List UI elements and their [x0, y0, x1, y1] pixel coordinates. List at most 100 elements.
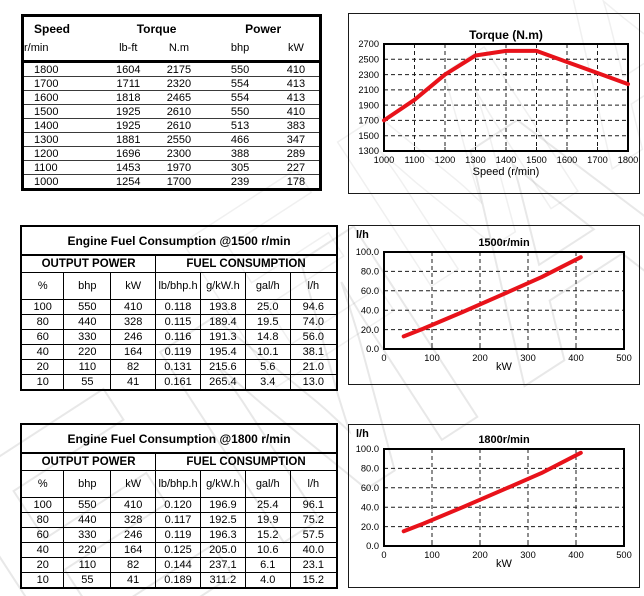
table-cell: 305 [207, 160, 273, 175]
table-cell: 311.2 [199, 572, 246, 589]
table-cell: 110 [63, 557, 112, 573]
table-cell: 1453 [105, 160, 151, 175]
table-row: 60 330 246 0.116 191.3 14.8 56.0 [20, 329, 338, 345]
table-cell: 0.119 [155, 344, 201, 360]
table-cell: 40.0 [289, 542, 338, 558]
unit-label: % [20, 470, 65, 498]
table-cell: 227 [272, 160, 321, 175]
table-cell: 191.3 [199, 329, 246, 345]
table-cell: 10.6 [244, 542, 291, 558]
table-cell: 330 [63, 329, 112, 345]
y-tick-label: 20.0 [361, 522, 379, 532]
y-tick-label: 0.0 [366, 344, 379, 354]
table-row: 80 440 328 0.115 189.4 19.5 74.0 [20, 314, 338, 330]
unit-label: bhp [207, 37, 273, 63]
table-cell: 15.2 [289, 572, 338, 589]
x-tick-label: 1100 [405, 155, 425, 165]
table-cell: 383 [272, 118, 321, 133]
table-cell: 82 [110, 359, 157, 375]
table-cell: 2465 [150, 90, 208, 105]
table-cell: 237.1 [199, 557, 246, 573]
table-cell: 20 [20, 557, 65, 573]
table-cell: 25.0 [244, 299, 291, 315]
table-cell: 0.189 [155, 572, 201, 589]
table-cell: 410 [286, 63, 306, 76]
table-cell: 19.5 [244, 314, 291, 330]
y-tick-label: 2100 [358, 85, 379, 95]
table-cell: 2300 [150, 146, 208, 161]
table-cell: 55 [63, 374, 112, 391]
unit-label: N.m [150, 37, 208, 63]
table-cell: 0.144 [155, 557, 201, 573]
table-cell: 347 [272, 132, 321, 147]
table-row: 1400 1925 2610 513 383 [22, 118, 321, 133]
y-axis-label: l/h [356, 428, 369, 440]
table-cell: 60 [20, 527, 65, 543]
x-tick-label: 500 [616, 550, 632, 560]
table-cell: 82 [110, 557, 157, 573]
x-tick-label: 1600 [557, 155, 578, 165]
y-tick-label: 80.0 [361, 267, 379, 277]
table-row: 1100 1453 1970 305 227 [22, 160, 321, 175]
table-cell: 554 [207, 90, 273, 105]
x-tick-label: 0 [381, 550, 386, 560]
y-tick-label: 60.0 [361, 483, 379, 493]
table-cell: 513 [207, 118, 273, 133]
table-cell: 1000 [22, 174, 106, 190]
table-cell: 2610 [150, 104, 208, 119]
table-row: 40 220 164 0.125 205.0 10.6 40.0 [20, 542, 338, 558]
unit-label: kW [272, 37, 321, 63]
y-tick-label: 80.0 [361, 464, 379, 474]
table-cell: 0.118 [155, 299, 201, 315]
x-tick-label: 300 [520, 550, 536, 560]
y-tick-label: 1900 [358, 100, 379, 110]
y-tick-label: 1300 [358, 146, 379, 156]
table-cell: 14.8 [244, 329, 291, 345]
table-cell: 550 [207, 104, 273, 119]
unit-label: l/h [289, 470, 338, 498]
y-tick-label: 1700 [358, 116, 379, 126]
data-line [401, 255, 583, 339]
table-cell: 178 [272, 174, 321, 190]
x-tick-label: 100 [424, 550, 440, 560]
x-tick-label: 100 [424, 353, 440, 363]
unit-label: lb-ft [105, 37, 151, 63]
speed-torque-power-table: Speed Torque Power r/min lb-ft N.m bhp kW 18… [21, 14, 322, 191]
table-cell: 1711 [105, 76, 151, 91]
group-header-output-power: OUTPUT POWER [20, 452, 157, 471]
table-cell: 3.4 [244, 374, 291, 391]
table-cell: 2550 [150, 132, 208, 147]
unit-label: g/kW.h [199, 272, 246, 300]
table-cell: 21.0 [289, 359, 338, 375]
y-tick-label: 2500 [358, 54, 379, 64]
plot-border [383, 251, 625, 350]
y-axis-label: l/h [356, 229, 369, 241]
table-cell: 328 [110, 314, 157, 330]
table-cell: 440 [63, 512, 112, 528]
table-cell: 40 [20, 542, 65, 558]
table-cell: 1925 [105, 118, 151, 133]
table-row: 20 110 82 0.144 237.1 6.1 23.1 [20, 557, 338, 573]
table-cell: 10.1 [244, 344, 291, 360]
x-tick-label: 1800 [618, 155, 639, 165]
y-tick-label: 100.0 [356, 247, 379, 257]
table-cell: 220 [63, 344, 112, 360]
x-tick-label: 200 [472, 353, 488, 363]
table-cell: 195.4 [199, 344, 246, 360]
table-cell: 74.0 [289, 314, 338, 330]
x-tick-label: 400 [568, 353, 584, 363]
chart-canvas: 0.0 20.0 40.0 60.0 80.0 100.0 0 100 200 300 400 500 [356, 247, 632, 363]
torque-chart: Torque (N.m) 1300 1500 1700 1900 2100 2300 250… [348, 13, 640, 194]
plot-border [383, 43, 629, 152]
x-axis-label: kW [496, 558, 512, 570]
table-cell: 1604 [116, 63, 141, 76]
table-row: 10 55 41 0.189 311.2 4.0 15.2 [20, 572, 338, 589]
table-cell: 413 [272, 90, 321, 105]
table-cell: 80 [20, 512, 65, 528]
table-cell: 410 [110, 497, 157, 513]
x-tick-label: 500 [616, 353, 632, 363]
table-cell: 0.116 [155, 329, 201, 345]
table-cell: 94.6 [289, 299, 338, 315]
table-cell: 164 [110, 542, 157, 558]
table-cell: 0.117 [155, 512, 201, 528]
